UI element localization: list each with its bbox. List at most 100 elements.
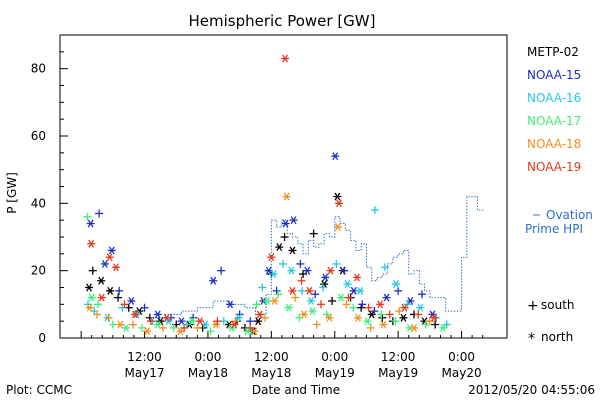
ovation-hpi-line [149, 196, 484, 319]
chart-title: Hemispheric Power [GW] [189, 12, 376, 30]
x-axis-label: Date and Time [252, 383, 340, 397]
north-marker-bar [86, 303, 93, 312]
data-point-south [344, 293, 353, 302]
y-tick-label: 80 [31, 62, 46, 76]
north-marker-bar [285, 303, 292, 312]
data-point-north [352, 273, 361, 282]
north-marker-bar [98, 276, 105, 285]
north-marker-bar [357, 286, 364, 295]
data-point-south [357, 303, 366, 312]
data-point-south [104, 313, 113, 322]
data-point-north [153, 320, 162, 329]
data-point-north [333, 222, 342, 231]
data-point-north [230, 320, 239, 329]
north-marker-bar [380, 320, 387, 329]
y-tick-label: 20 [31, 264, 46, 278]
data-point-south [403, 300, 412, 309]
north-marker-bar [282, 54, 289, 63]
data-point-north [281, 219, 290, 228]
data-point-south [88, 266, 97, 275]
data-point-south [95, 209, 104, 218]
data-point-south [180, 323, 189, 332]
data-point-north [211, 320, 220, 329]
data-point-south [206, 327, 215, 336]
y-tick-label: 40 [31, 196, 46, 210]
north-marker-bar [144, 327, 151, 336]
data-point-north [392, 280, 401, 289]
north-marker-bar [128, 297, 135, 305]
north-marker-bar [334, 192, 341, 201]
x-tick-label-date: May17 [124, 366, 164, 380]
x-tick-label-date: May18 [251, 366, 291, 380]
x-tick-label-time: 12:00 [127, 350, 162, 364]
x-axis: 12:00 May17 0:00 May18 12:00 May18 0:00 May19 12… [80, 331, 484, 380]
north-marker-bar [289, 286, 296, 295]
north-marker-bar [407, 297, 414, 305]
north-marker-bar [154, 320, 161, 329]
north-marker-bar [210, 276, 217, 285]
north-marker-bar [235, 313, 242, 322]
data-point-south [146, 317, 155, 326]
north-marker-bar [189, 317, 196, 326]
north-marker-bar [132, 310, 138, 319]
data-point-south [291, 293, 300, 302]
north-marker-bar [86, 283, 93, 292]
data-point-north [87, 239, 96, 248]
data-point-north [255, 310, 264, 319]
data-point-south [364, 303, 373, 312]
north-marker-bar [350, 286, 357, 295]
data-point-north [116, 320, 125, 329]
north-marker-bar [282, 219, 289, 228]
north-marker-bar [197, 317, 203, 326]
data-point-south [108, 320, 117, 329]
north-marker-bar [304, 266, 311, 275]
north-marker-bar [268, 253, 275, 262]
north-marker-bar [270, 270, 277, 278]
legend-entry-noaa-15: NOAA-15 [527, 68, 581, 82]
data-point-south [217, 266, 226, 275]
data-point-north [284, 303, 293, 312]
data-point-north [306, 297, 315, 305]
marker-legend-north-symbol: * [528, 331, 535, 347]
satellite-legend: METP-02 NOAA-15 NOAA-16 NOAA-17 NOAA-18 NOAA-… [527, 45, 581, 174]
data-point-north [188, 317, 197, 326]
data-point-south [370, 307, 379, 316]
x-tick-label-date: May19 [378, 366, 418, 380]
north-marker-bar [411, 323, 417, 332]
data-point-south [258, 283, 267, 292]
north-marker-bar [364, 317, 371, 326]
data-point-north [326, 266, 335, 275]
data-point-south [246, 323, 255, 332]
north-marker-bar [417, 303, 424, 312]
data-point-north [254, 317, 263, 326]
data-point-south [309, 229, 318, 238]
north-marker-bar [106, 253, 113, 262]
north-marker-bar [354, 273, 360, 282]
x-tick-label-time: 12:00 [381, 350, 416, 364]
plot-frame [59, 34, 508, 339]
data-point-north [85, 283, 94, 292]
data-point-south [193, 323, 202, 332]
north-marker-bar [400, 313, 407, 322]
north-marker-bar [256, 310, 263, 319]
north-marker-bar [123, 323, 129, 332]
data-point-north [363, 317, 372, 326]
north-marker-bar [290, 216, 297, 225]
north-marker-bar [264, 297, 271, 305]
x-tick-label-date: May20 [442, 366, 482, 380]
north-marker-bar [421, 317, 428, 326]
x-tick-label-time: 0:00 [194, 350, 221, 364]
data-point-south [391, 317, 400, 326]
legend-entry-noaa-16: NOAA-16 [527, 91, 581, 105]
data-point-south [140, 303, 149, 312]
north-marker-bar [108, 246, 115, 255]
ovation-legend-label-1: Ovation [546, 208, 593, 222]
north-marker-bar [440, 323, 447, 332]
data-point-south [421, 320, 430, 329]
data-point-north [131, 310, 140, 319]
north-marker-bar [88, 239, 95, 248]
data-point-north [354, 313, 362, 322]
north-marker-bar [406, 323, 413, 332]
north-marker-bar [244, 327, 251, 336]
